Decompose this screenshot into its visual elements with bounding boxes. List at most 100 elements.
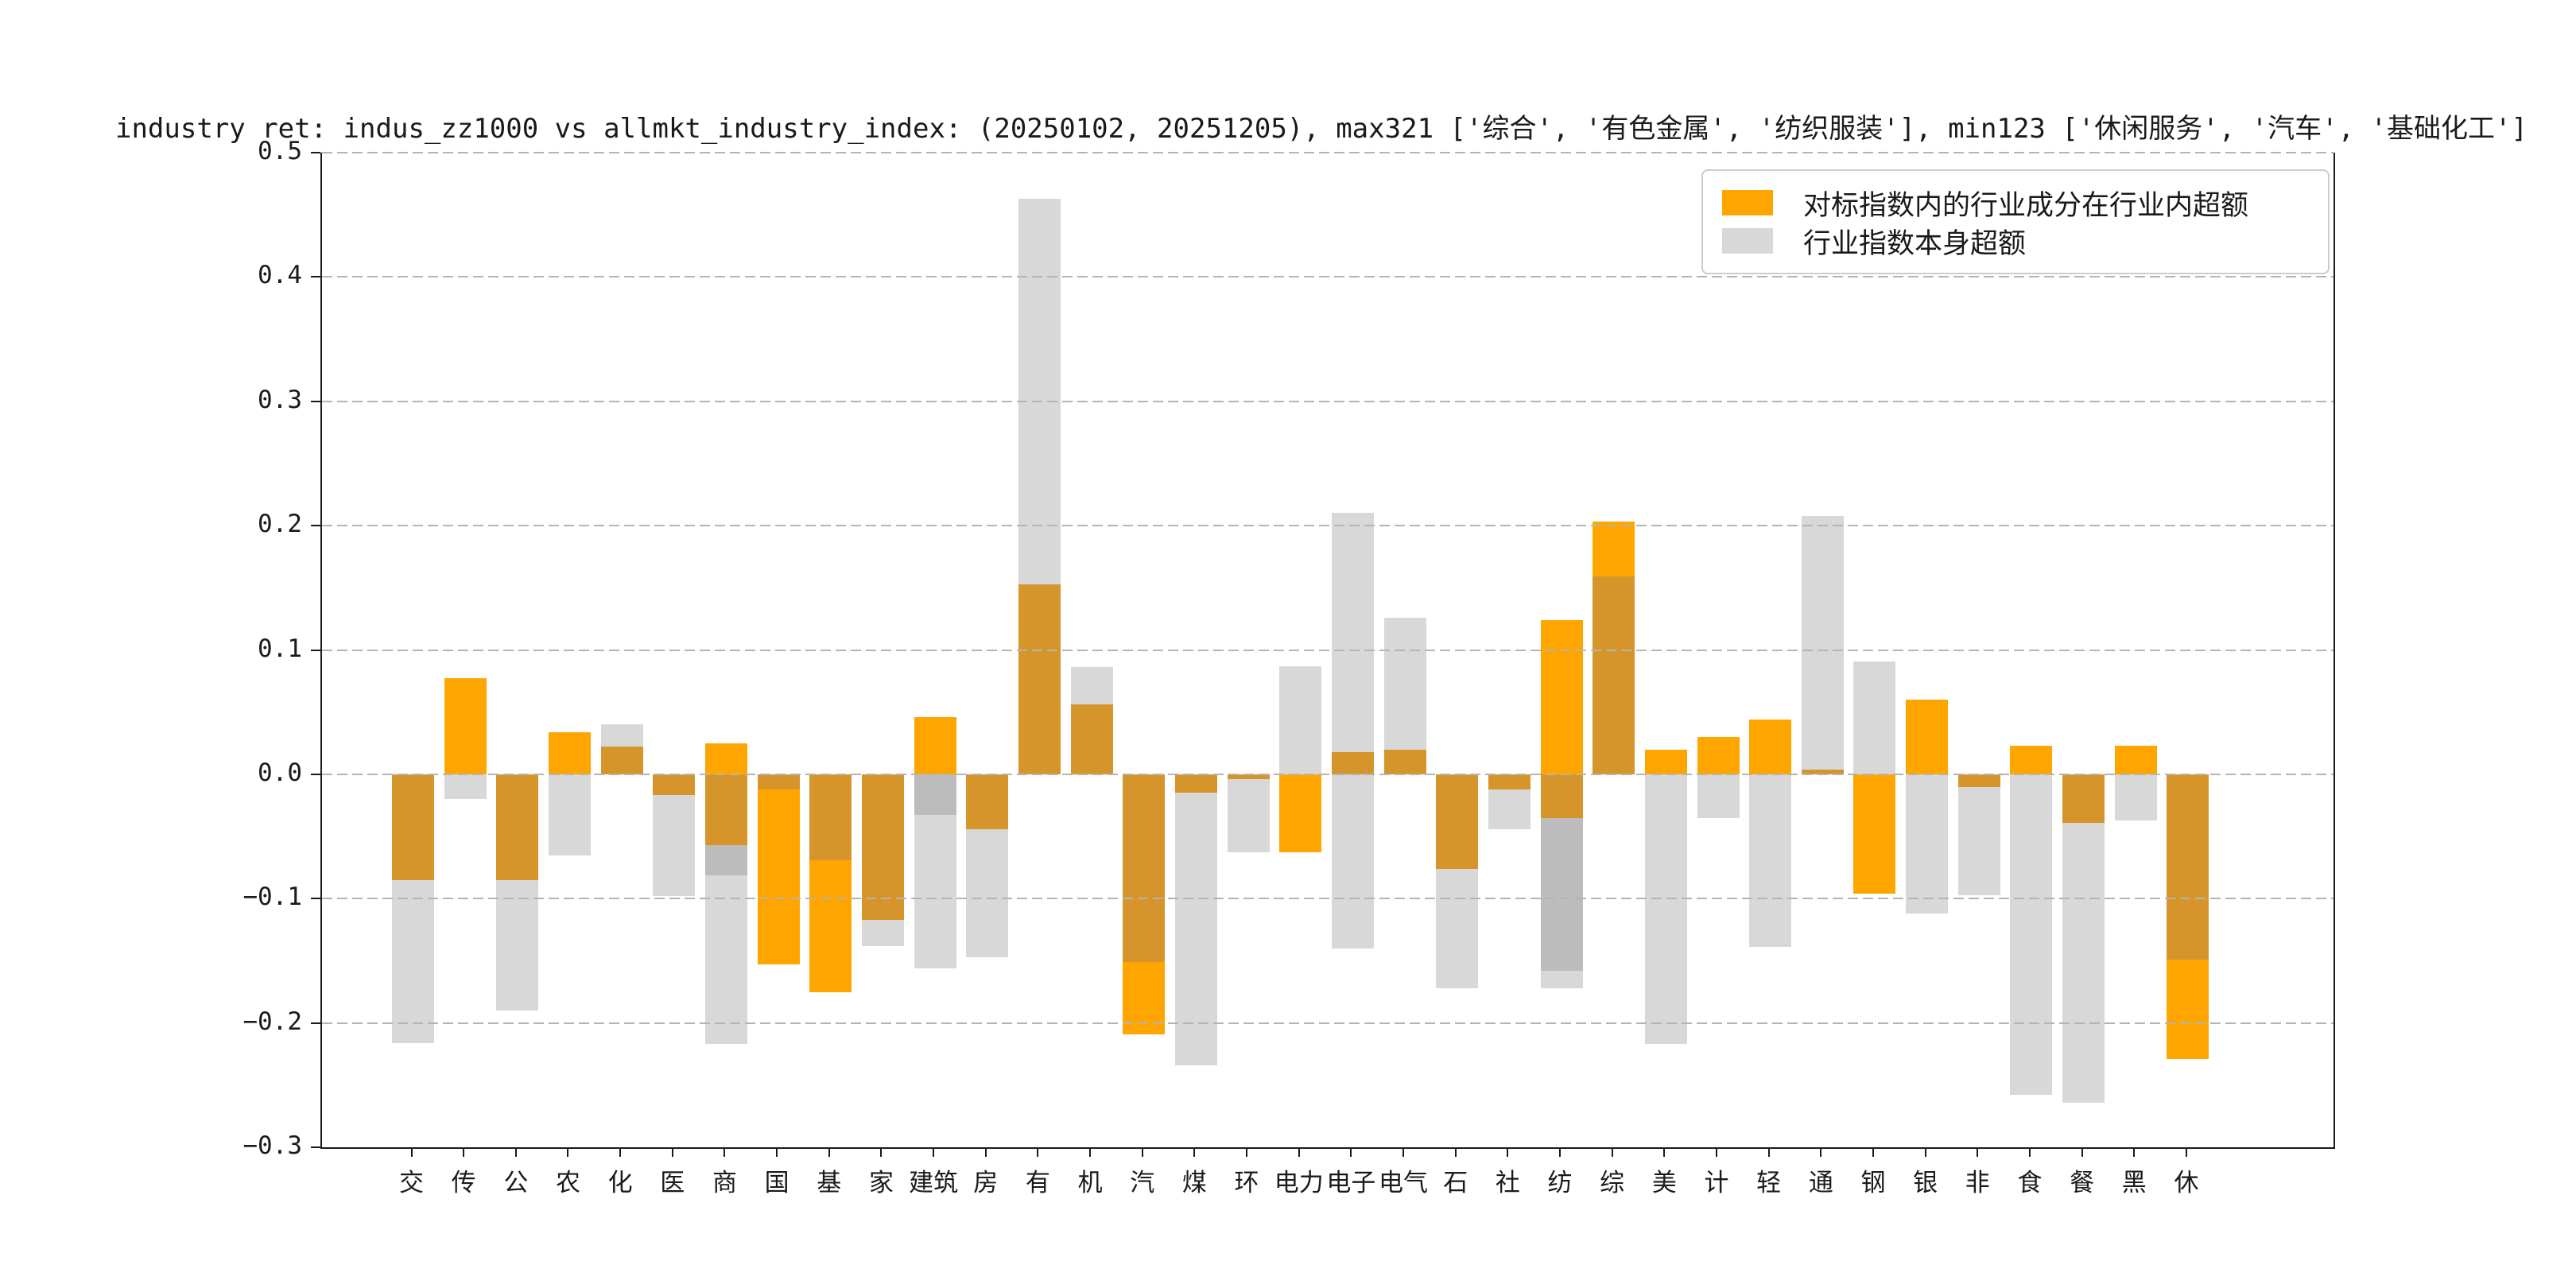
gridline-y-0.5 bbox=[322, 152, 2334, 153]
bar-segment-通 bbox=[1801, 769, 1844, 774]
x-tick-mark bbox=[984, 1147, 987, 1157]
y-tick-mark bbox=[311, 525, 320, 527]
bar-segment-公 bbox=[496, 774, 539, 880]
x-tick-mark bbox=[671, 1147, 673, 1157]
bar-segment-环 bbox=[1227, 779, 1270, 853]
bar-segment-建筑 bbox=[914, 774, 956, 816]
bar-segment-医 bbox=[653, 795, 696, 897]
bar-segment-电子 bbox=[1331, 513, 1374, 752]
x-tick-mark bbox=[410, 1147, 413, 1157]
x-tick-label-汽: 汽 bbox=[1130, 1169, 1155, 1197]
bar-segment-公 bbox=[496, 879, 539, 1011]
bar-segment-黑 bbox=[2114, 774, 2157, 821]
bar-segment-钢 bbox=[1853, 661, 1896, 774]
x-tick-mark bbox=[567, 1147, 569, 1157]
x-tick-label-综: 综 bbox=[1600, 1169, 1625, 1197]
y-tick-mark bbox=[311, 152, 320, 153]
bar-segment-电子 bbox=[1331, 751, 1374, 774]
bar-segment-计 bbox=[1697, 774, 1740, 818]
x-tick-label-公: 公 bbox=[503, 1169, 529, 1197]
bar-segment-化 bbox=[600, 724, 643, 747]
bar-segment-银 bbox=[1906, 700, 1949, 774]
bar-segment-综 bbox=[1593, 576, 1635, 774]
legend: 对标指数内的行业成分在行业内超额 行业指数本身超额 bbox=[1701, 169, 2330, 274]
bar-segment-综 bbox=[1593, 522, 1635, 577]
y-tick-label: −0.3 bbox=[242, 1131, 302, 1160]
bar-segment-建筑 bbox=[914, 716, 956, 774]
bar-segment-家 bbox=[861, 774, 904, 920]
x-tick-label-银: 银 bbox=[1913, 1169, 1938, 1197]
x-tick-mark bbox=[1350, 1147, 1352, 1157]
x-tick-mark bbox=[1193, 1147, 1196, 1157]
x-tick-mark bbox=[2028, 1147, 2031, 1157]
bar-segment-房 bbox=[966, 828, 1009, 957]
x-tick-label-基: 基 bbox=[817, 1169, 842, 1197]
bar-segment-汽 bbox=[1123, 962, 1166, 1034]
bar-segment-机 bbox=[1070, 704, 1113, 774]
bar-segment-纺 bbox=[1540, 970, 1583, 988]
gridline-y-0.3 bbox=[322, 400, 2334, 402]
gridline-y-0.0 bbox=[322, 773, 2334, 775]
plot-area bbox=[320, 152, 2335, 1149]
x-tick-mark bbox=[1872, 1147, 1874, 1157]
bar-segment-电力 bbox=[1279, 665, 1322, 774]
y-tick-label: −0.2 bbox=[242, 1007, 302, 1036]
x-tick-mark bbox=[828, 1147, 830, 1157]
bar-segment-美 bbox=[1644, 749, 1687, 774]
legend-swatch-orange bbox=[1722, 190, 1773, 215]
x-tick-label-食: 食 bbox=[2017, 1169, 2043, 1197]
bar-segment-电力 bbox=[1279, 774, 1322, 853]
bar-segment-商 bbox=[704, 845, 747, 875]
x-tick-label-煤: 煤 bbox=[1181, 1169, 1207, 1197]
x-tick-label-化: 化 bbox=[607, 1169, 633, 1197]
bar-segment-食 bbox=[2010, 745, 2053, 774]
y-tick-label: 0.0 bbox=[258, 758, 302, 787]
bar-segment-社 bbox=[1488, 774, 1530, 789]
x-tick-label-黑: 黑 bbox=[2121, 1169, 2147, 1197]
bar-segment-煤 bbox=[1174, 793, 1217, 1065]
legend-item: 对标指数内的行业成分在行业内超额 bbox=[1722, 184, 2309, 222]
y-tick-mark bbox=[311, 898, 320, 900]
bar-segment-有 bbox=[1018, 584, 1061, 774]
bar-segment-通 bbox=[1801, 515, 1844, 770]
bar-segment-石 bbox=[1436, 774, 1479, 869]
bar-segment-石 bbox=[1436, 868, 1479, 988]
x-tick-mark bbox=[776, 1147, 778, 1157]
bar-segment-煤 bbox=[1174, 774, 1217, 793]
x-tick-label-美: 美 bbox=[1651, 1169, 1677, 1197]
bar-segment-建筑 bbox=[914, 815, 956, 968]
x-tick-mark bbox=[463, 1147, 465, 1157]
bar-segment-餐 bbox=[2062, 774, 2105, 823]
x-tick-mark bbox=[724, 1147, 726, 1157]
bar-segment-轻 bbox=[1749, 720, 1792, 774]
x-tick-mark bbox=[933, 1147, 935, 1157]
x-tick-label-非: 非 bbox=[1965, 1169, 1990, 1197]
x-tick-mark bbox=[2133, 1147, 2136, 1157]
gridline-y-−0.1 bbox=[322, 898, 2334, 900]
x-tick-label-通: 通 bbox=[1808, 1169, 1833, 1197]
bar-segment-钢 bbox=[1853, 774, 1896, 894]
bar-segment-环 bbox=[1227, 774, 1270, 780]
x-tick-mark bbox=[1977, 1147, 1979, 1157]
x-tick-mark bbox=[2081, 1147, 2083, 1157]
bar-segment-非 bbox=[1957, 786, 2000, 895]
bar-segment-商 bbox=[704, 743, 747, 774]
bar-segment-医 bbox=[653, 774, 696, 796]
y-tick-mark bbox=[311, 276, 320, 278]
x-tick-label-环: 环 bbox=[1234, 1169, 1259, 1197]
x-tick-mark bbox=[1454, 1147, 1457, 1157]
bar-segment-交 bbox=[392, 774, 434, 880]
legend-item: 行业指数本身超额 bbox=[1722, 222, 2309, 260]
bar-segment-商 bbox=[704, 875, 747, 1045]
x-tick-label-餐: 餐 bbox=[2070, 1169, 2095, 1197]
x-tick-mark bbox=[1820, 1147, 1822, 1157]
y-tick-label: −0.1 bbox=[242, 883, 302, 912]
bar-segment-黑 bbox=[2114, 745, 2157, 774]
bar-segment-休 bbox=[2167, 959, 2209, 1059]
legend-label: 行业指数本身超额 bbox=[1803, 227, 2027, 260]
bar-segment-电子 bbox=[1331, 774, 1374, 949]
bar-segment-交 bbox=[392, 879, 434, 1043]
bar-segment-农 bbox=[548, 731, 591, 774]
bar-segment-电气 bbox=[1383, 749, 1426, 774]
x-tick-label-轻: 轻 bbox=[1756, 1169, 1782, 1197]
